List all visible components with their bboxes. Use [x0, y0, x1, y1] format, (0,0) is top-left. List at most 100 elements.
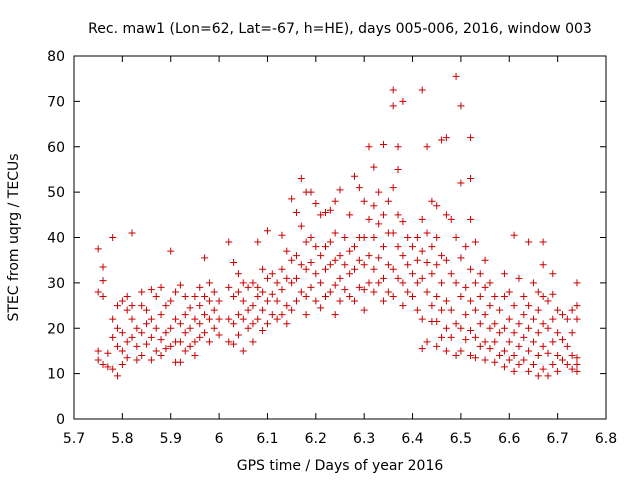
data-point: [176, 358, 184, 366]
data-point: [326, 238, 334, 246]
data-point: [346, 211, 354, 219]
data-point: [525, 324, 533, 332]
data-point: [428, 302, 436, 310]
data-point: [409, 243, 417, 251]
data-point: [457, 179, 465, 187]
data-point: [529, 315, 537, 323]
data-point: [239, 279, 247, 287]
data-point: [317, 252, 325, 260]
data-point: [438, 136, 446, 144]
data-point: [510, 351, 518, 359]
data-point: [520, 311, 528, 319]
data-point: [288, 306, 296, 314]
data-point: [138, 302, 146, 310]
data-point: [433, 342, 441, 350]
data-point: [525, 347, 533, 355]
data-point: [568, 365, 576, 373]
x-tick-label: 5.7: [63, 431, 85, 447]
data-point: [467, 327, 475, 335]
data-point: [99, 277, 107, 285]
data-point: [292, 252, 300, 260]
data-point: [186, 304, 194, 312]
data-point: [413, 256, 421, 264]
data-point: [230, 258, 238, 266]
data-point: [510, 367, 518, 375]
data-point: [176, 320, 184, 328]
chart-title: Rec. maw1 (Lon=62, Lat=-67, h=HE), days …: [88, 21, 592, 37]
data-point: [234, 288, 242, 296]
data-point: [380, 211, 388, 219]
data-point: [351, 265, 359, 273]
y-tick-label: 50: [47, 185, 65, 201]
data-point: [268, 290, 276, 298]
data-point: [481, 256, 489, 264]
data-point: [341, 261, 349, 269]
data-point: [573, 302, 581, 310]
data-point: [268, 311, 276, 319]
data-point: [423, 288, 431, 296]
x-tick-label: 6.3: [353, 431, 375, 447]
data-point: [447, 270, 455, 278]
data-point: [563, 361, 571, 369]
data-point: [263, 297, 271, 305]
data-point: [539, 292, 547, 300]
data-point: [438, 279, 446, 287]
data-point: [389, 229, 397, 237]
data-point: [104, 349, 112, 357]
data-point: [157, 283, 165, 291]
data-point: [321, 292, 329, 300]
data-point: [109, 365, 117, 373]
data-point: [389, 102, 397, 110]
data-point: [544, 297, 552, 305]
data-point: [321, 209, 329, 217]
data-point: [230, 320, 238, 328]
data-point: [447, 333, 455, 341]
data-point: [128, 315, 136, 323]
data-point: [210, 324, 218, 332]
data-point: [500, 347, 508, 355]
data-point: [418, 215, 426, 223]
data-point: [307, 283, 315, 291]
data-point: [481, 311, 489, 319]
data-point: [539, 320, 547, 328]
data-point: [225, 338, 233, 346]
data-point: [321, 243, 329, 251]
data-point: [239, 315, 247, 323]
data-point: [225, 315, 233, 323]
data-point: [481, 338, 489, 346]
data-point: [476, 292, 484, 300]
data-point: [452, 279, 460, 287]
data-point: [457, 324, 465, 332]
data-point: [259, 265, 267, 273]
data-point: [133, 324, 141, 332]
data-point: [104, 363, 112, 371]
data-point: [99, 361, 107, 369]
data-point: [486, 279, 494, 287]
data-point: [225, 238, 233, 246]
data-point: [534, 329, 542, 337]
data-point: [544, 372, 552, 380]
data-point: [442, 211, 450, 219]
data-point: [123, 292, 131, 300]
data-point: [534, 351, 542, 359]
data-point: [467, 351, 475, 359]
data-point: [215, 315, 223, 323]
data-point: [191, 351, 199, 359]
data-point: [442, 324, 450, 332]
data-point: [259, 288, 267, 296]
data-point: [167, 342, 175, 350]
data-point: [370, 202, 378, 210]
data-point: [418, 315, 426, 323]
y-tick-label: 30: [47, 276, 65, 292]
data-point: [529, 361, 537, 369]
data-point: [278, 231, 286, 239]
data-point: [534, 372, 542, 380]
data-point: [249, 302, 257, 310]
data-point: [157, 336, 165, 344]
data-point: [380, 274, 388, 282]
data-point: [355, 256, 363, 264]
data-point: [346, 247, 354, 255]
data-point: [205, 297, 213, 305]
data-point: [394, 211, 402, 219]
